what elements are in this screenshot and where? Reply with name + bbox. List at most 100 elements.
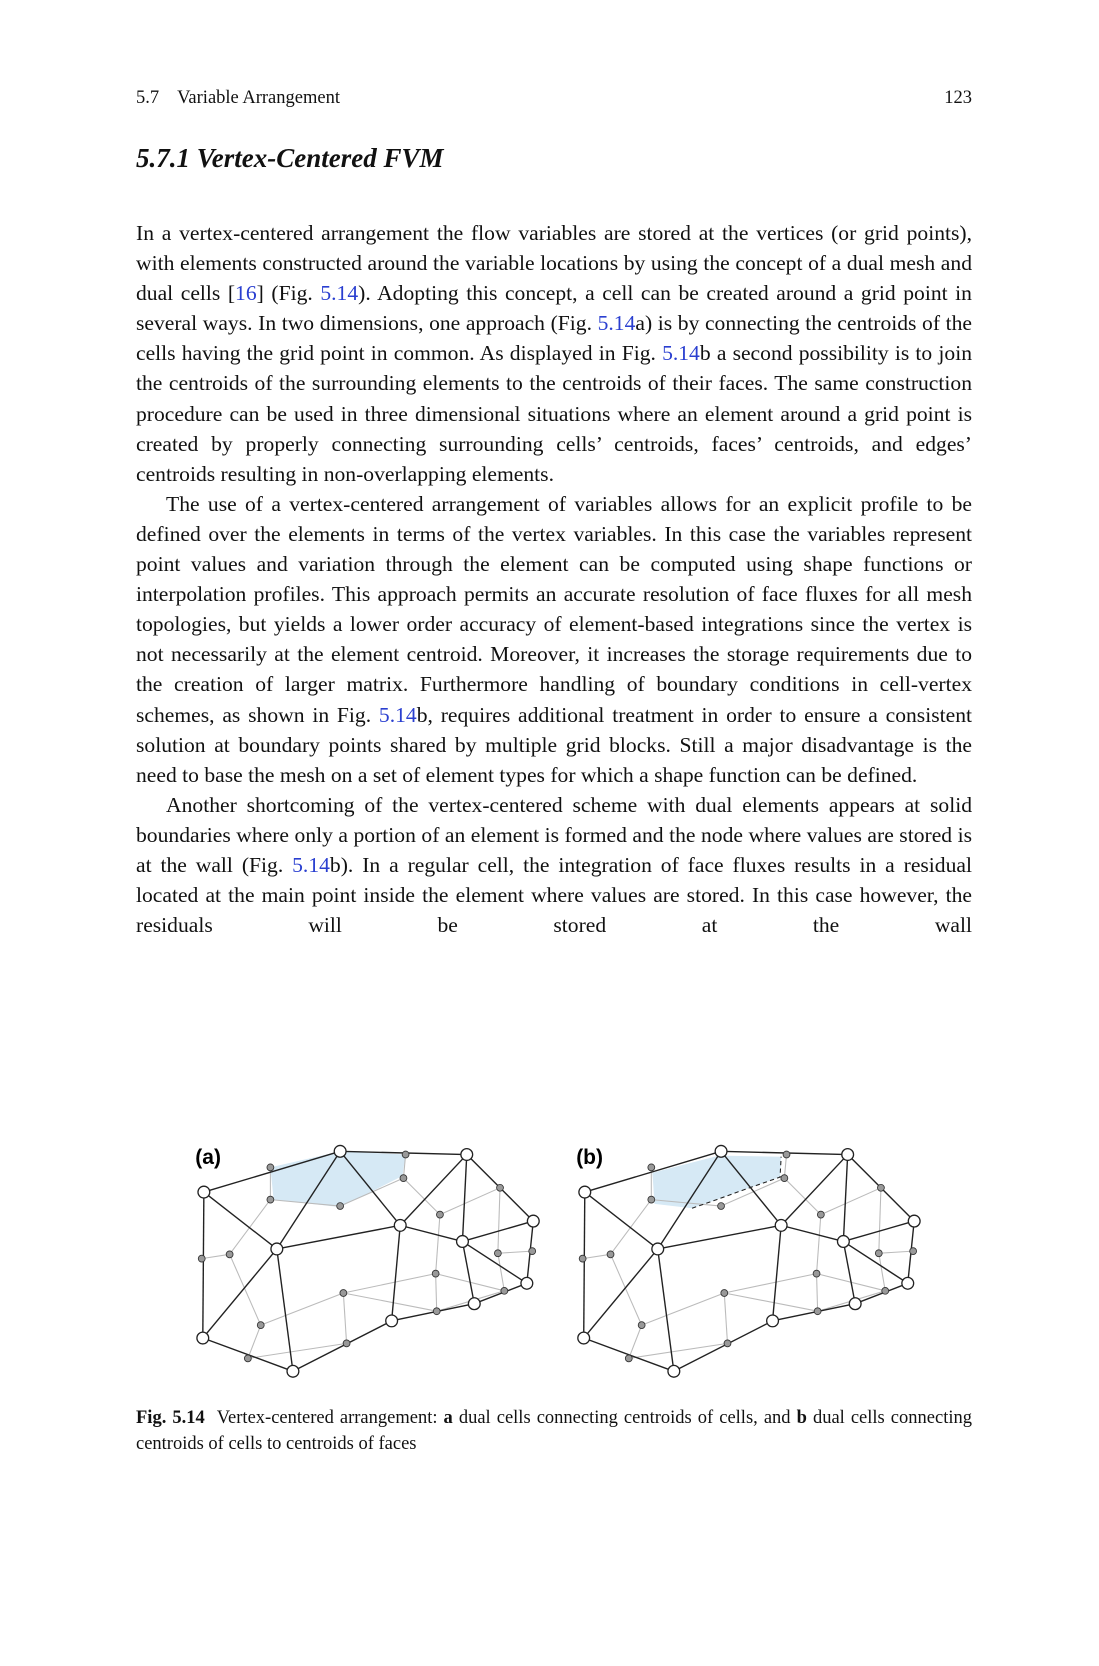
- dual-edge: [724, 1273, 817, 1294]
- grid-point: [714, 1144, 728, 1158]
- centroid: [624, 1354, 633, 1363]
- dual-edge: [435, 1273, 438, 1312]
- centroid: [813, 1307, 822, 1316]
- grid-point: [196, 1331, 210, 1345]
- dual-edge: [820, 1187, 882, 1216]
- mesh-edge: [657, 1150, 722, 1250]
- caption-text: dual cells connecting centroids of cells…: [136, 1408, 972, 1454]
- grid-point: [577, 1331, 591, 1345]
- reference-link[interactable]: 5.14: [662, 341, 700, 366]
- mesh-edge: [202, 1248, 278, 1339]
- dual-edge: [878, 1253, 886, 1291]
- caption-text: dual cells connecting centroids of cells…: [452, 1408, 797, 1428]
- reference-link[interactable]: 5.14: [320, 281, 359, 306]
- mesh-edge: [854, 1282, 909, 1305]
- reference-link[interactable]: 5.14: [292, 852, 330, 877]
- centroid: [266, 1163, 275, 1172]
- dual-edge: [878, 1187, 882, 1254]
- dual-cell-shade: [652, 1155, 782, 1209]
- centroid: [431, 1269, 440, 1278]
- mesh-edge: [584, 1191, 659, 1250]
- centroid: [717, 1202, 725, 1210]
- text-run: In a vertex-centered arrangement the flo…: [136, 221, 972, 306]
- dual-edge: [610, 1254, 643, 1326]
- mesh-edge: [276, 1150, 341, 1250]
- centroid: [401, 1150, 410, 1159]
- mesh-edge: [657, 1224, 782, 1250]
- mesh-edge: [583, 1248, 659, 1339]
- mesh-edge: [202, 1192, 205, 1339]
- grid-point: [578, 1185, 592, 1199]
- centroid: [720, 1289, 729, 1297]
- grid-point: [841, 1148, 855, 1162]
- caption-text: b: [796, 1408, 807, 1428]
- mesh-edge: [673, 1320, 773, 1372]
- dual-edge: [724, 1292, 818, 1312]
- caption-label: Fig. 5.14: [136, 1408, 205, 1428]
- section-title: Variable Arrangement: [177, 88, 340, 108]
- dual-edge: [343, 1273, 436, 1294]
- figure: (a) (b): [195, 1144, 921, 1378]
- dual-edge: [816, 1214, 822, 1274]
- mesh-panel: [196, 1144, 540, 1378]
- dual-edge: [497, 1253, 505, 1291]
- dual-edge: [878, 1250, 914, 1254]
- grid-point: [460, 1148, 474, 1162]
- dual-edge: [783, 1177, 822, 1216]
- centroid: [723, 1339, 732, 1348]
- caption-text: a: [443, 1408, 453, 1428]
- grid-point: [286, 1364, 300, 1378]
- centroid: [266, 1195, 275, 1204]
- centroid: [816, 1210, 825, 1219]
- text-run: The use of a vertex-centered arrangement…: [136, 491, 972, 727]
- paragraph: In a vertex-centered arrangement the flo…: [136, 218, 972, 489]
- mesh-edge: [203, 1191, 278, 1250]
- grid-point: [385, 1314, 399, 1328]
- centroid: [399, 1174, 408, 1183]
- dual-edge: [435, 1214, 441, 1274]
- panel-label: (a): [195, 1146, 221, 1169]
- centroid: [647, 1195, 656, 1204]
- dual-edge: [247, 1342, 347, 1359]
- mesh-edge: [657, 1248, 675, 1372]
- dual-edge: [723, 1292, 729, 1344]
- centroid: [225, 1250, 234, 1259]
- mesh-edge: [203, 1150, 341, 1193]
- mesh-edge: [461, 1154, 468, 1242]
- centroid: [432, 1307, 441, 1316]
- centroid: [637, 1321, 646, 1330]
- dual-edge: [641, 1292, 725, 1326]
- mesh-edge: [339, 1150, 401, 1226]
- dual-edge: [439, 1187, 501, 1216]
- centroid: [647, 1163, 656, 1172]
- text-run: ). Adopting this concept, a cell can be …: [136, 281, 972, 336]
- mesh-edge: [474, 1282, 528, 1305]
- dual-edge: [582, 1253, 611, 1260]
- mesh-edge: [842, 1154, 849, 1242]
- mesh-edge: [462, 1220, 534, 1243]
- dual-edge: [610, 1199, 652, 1255]
- reference-link[interactable]: 5.14: [378, 702, 417, 727]
- centroid: [244, 1354, 252, 1363]
- grid-point: [333, 1144, 347, 1158]
- mesh-edge: [461, 1241, 475, 1304]
- grid-point: [667, 1364, 681, 1378]
- grid-point: [774, 1218, 788, 1232]
- reference-link[interactable]: 16: [235, 281, 257, 306]
- centroid: [494, 1249, 502, 1258]
- grid-point: [836, 1234, 850, 1249]
- mesh-edge: [390, 1225, 401, 1321]
- centroid: [606, 1250, 615, 1259]
- mesh-edge: [780, 1224, 844, 1243]
- body-text: In a vertex-centered arrangement the flo…: [136, 218, 972, 940]
- grid-point: [901, 1276, 915, 1290]
- dual-edge: [229, 1254, 262, 1326]
- panel-label: (b): [576, 1146, 603, 1169]
- running-header: 5.7 Variable Arrangement: [136, 88, 340, 109]
- mesh-edge: [399, 1154, 468, 1226]
- reference-link[interactable]: 5.14: [597, 311, 636, 336]
- section-number: 5.7: [136, 88, 160, 108]
- paragraph: Another shortcoming of the vertex-center…: [136, 790, 972, 940]
- centroid: [528, 1247, 537, 1255]
- grid-point: [393, 1218, 407, 1232]
